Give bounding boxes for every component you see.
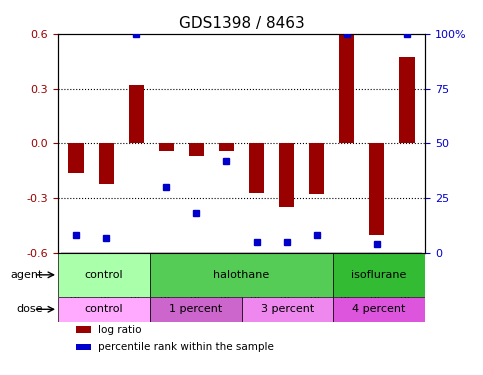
FancyBboxPatch shape	[333, 253, 425, 297]
Bar	[76, 344, 91, 350]
Text: control: control	[85, 304, 123, 314]
Text: 1 percent: 1 percent	[169, 304, 222, 314]
FancyBboxPatch shape	[58, 297, 150, 322]
Bar	[219, 143, 234, 151]
Bar	[128, 85, 144, 143]
Bar	[279, 143, 294, 207]
FancyBboxPatch shape	[150, 297, 242, 322]
Bar	[369, 143, 384, 235]
Bar	[339, 34, 355, 143]
Bar	[159, 143, 174, 151]
Bar	[309, 143, 324, 195]
Text: dose: dose	[16, 304, 43, 314]
Bar	[249, 143, 264, 193]
FancyBboxPatch shape	[242, 297, 333, 322]
Bar	[69, 143, 84, 172]
Bar	[76, 326, 91, 333]
Bar	[189, 143, 204, 156]
Bar	[399, 57, 414, 143]
Text: control: control	[85, 270, 123, 280]
Text: 4 percent: 4 percent	[353, 304, 406, 314]
FancyBboxPatch shape	[150, 253, 333, 297]
FancyBboxPatch shape	[333, 297, 425, 322]
FancyBboxPatch shape	[58, 253, 150, 297]
Text: 3 percent: 3 percent	[261, 304, 314, 314]
Text: isoflurane: isoflurane	[352, 270, 407, 280]
Text: percentile rank within the sample: percentile rank within the sample	[99, 342, 274, 352]
Title: GDS1398 / 8463: GDS1398 / 8463	[179, 16, 304, 31]
Text: agent: agent	[10, 270, 43, 280]
Bar	[99, 143, 114, 183]
Text: log ratio: log ratio	[99, 325, 142, 335]
Text: halothane: halothane	[213, 270, 270, 280]
